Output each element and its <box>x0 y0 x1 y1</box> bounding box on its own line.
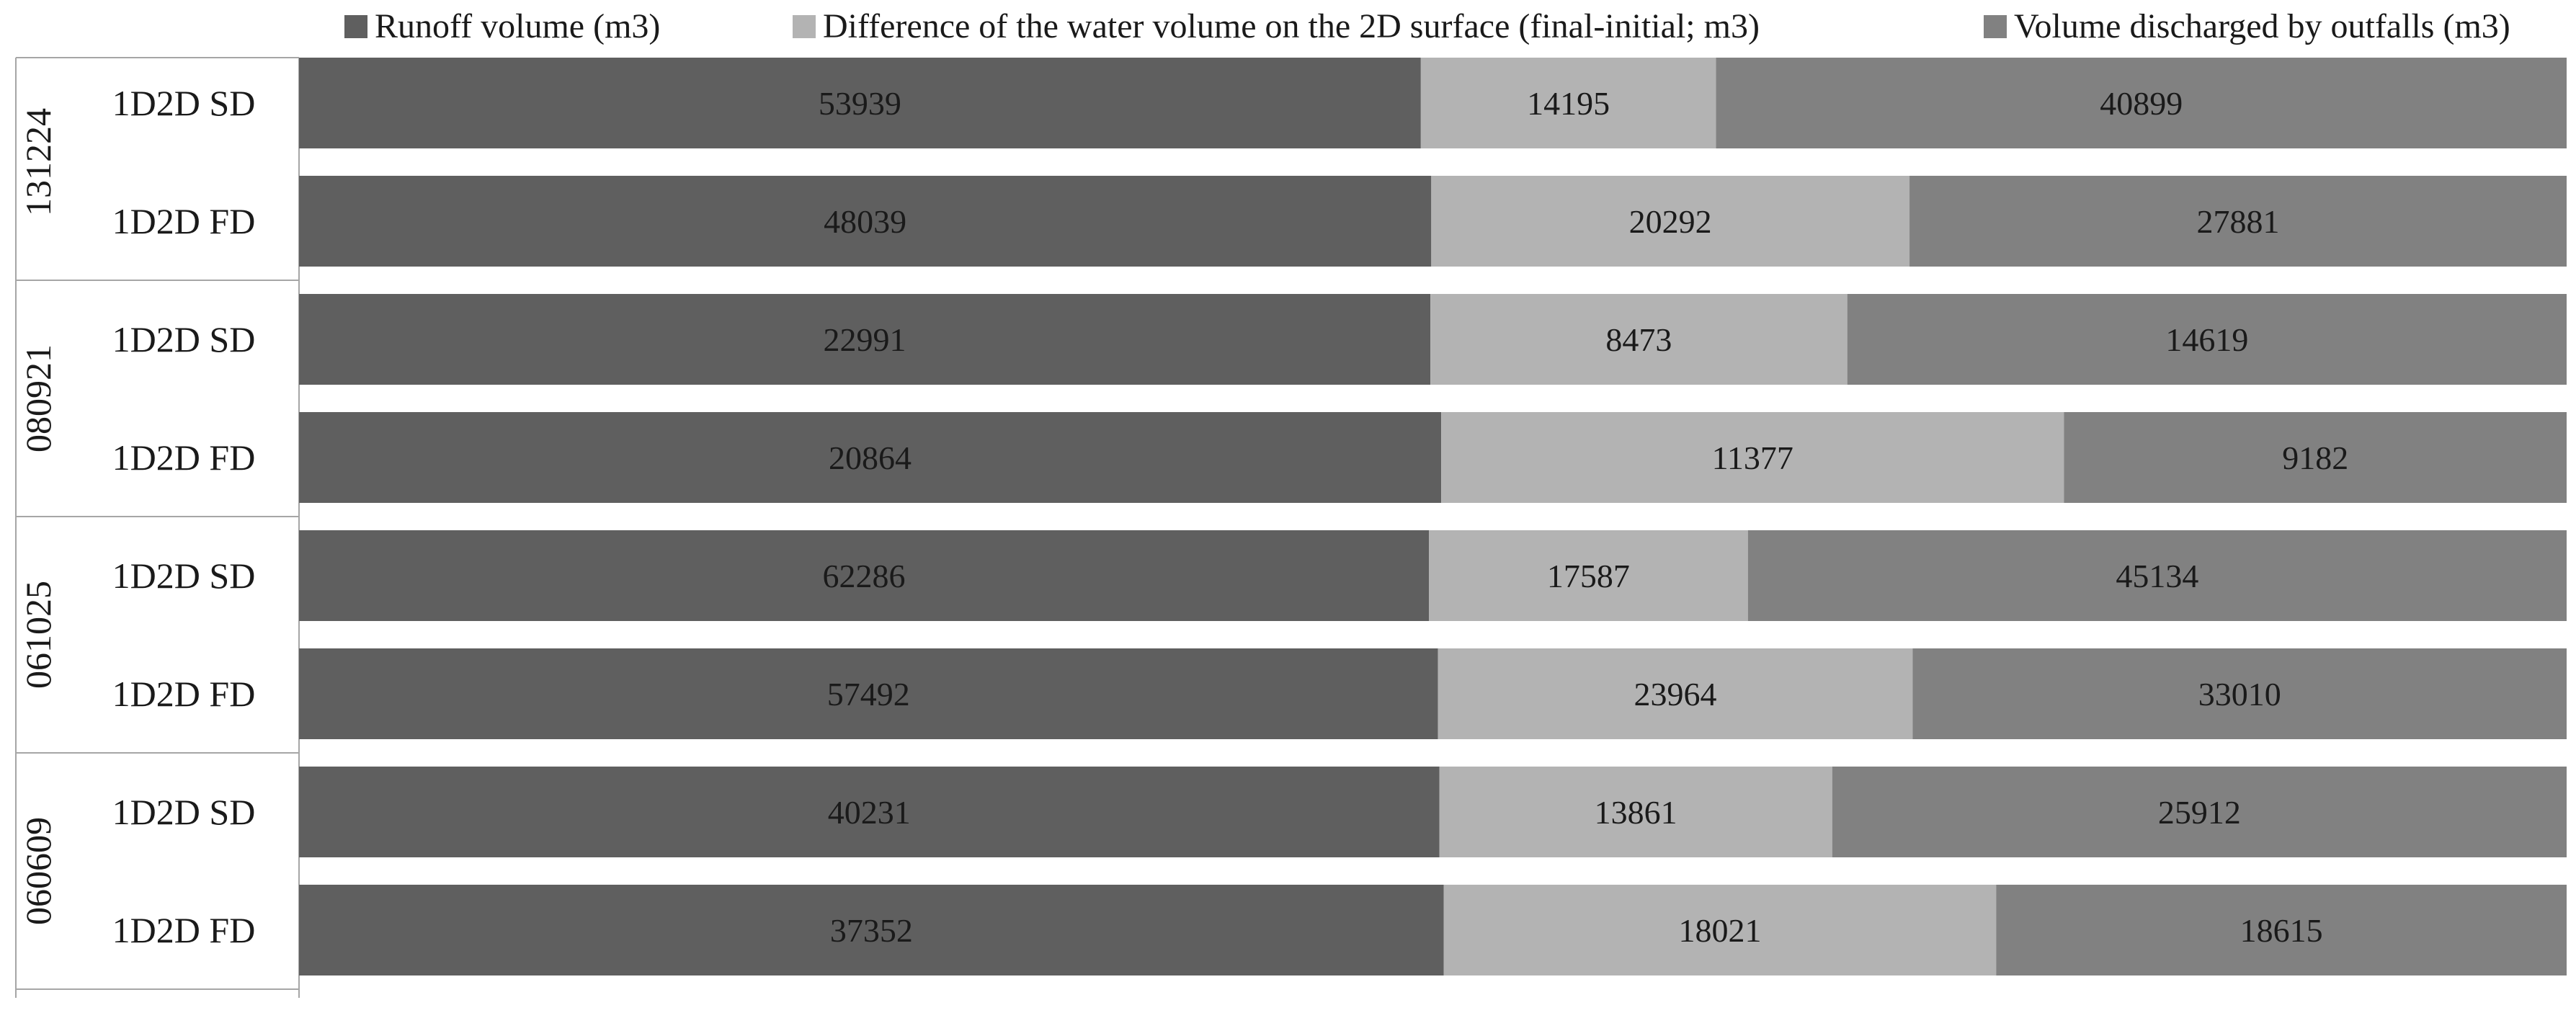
bar-row: 40231 13861 25912 <box>299 767 2567 857</box>
data-label: 45134 <box>2116 558 2198 594</box>
data-label: 48039 <box>824 203 906 240</box>
data-label: 14195 <box>1527 85 1610 122</box>
data-label: 37352 <box>830 912 913 949</box>
bar-segment <box>1439 767 1832 857</box>
bar-segment <box>299 648 1438 739</box>
legend: Runoff volume (m3) Difference of the wate… <box>344 7 2510 45</box>
bar-segment <box>1430 294 1848 385</box>
bar-segment <box>1832 767 2567 857</box>
data-label: 13861 <box>1595 794 1677 831</box>
legend-item: Difference of the water volume on the 2D… <box>793 7 1760 45</box>
bar-row: 37352 18021 18615 <box>299 885 2567 975</box>
bar-segment <box>2064 412 2567 503</box>
data-label: 9182 <box>2282 439 2348 476</box>
bar-segment <box>1912 648 2567 739</box>
data-label: 17587 <box>1547 558 1630 594</box>
group-label: 061025 <box>18 581 58 689</box>
legend-item: Runoff volume (m3) <box>344 7 660 45</box>
data-label: 62286 <box>823 558 906 594</box>
bar-segment <box>1847 294 2567 385</box>
legend-swatch <box>344 15 367 38</box>
data-label: 27881 <box>2197 203 2280 240</box>
category-label: 1D2D SD <box>112 555 256 596</box>
bar-segment <box>299 294 1431 385</box>
group-label: 080921 <box>18 344 58 452</box>
bar-row: 53939 14195 40899 <box>299 58 2567 148</box>
data-label: 8473 <box>1605 321 1672 358</box>
bar-segment <box>1716 58 2567 148</box>
bar-row: 62286 17587 45134 <box>299 530 2567 621</box>
data-label: 18021 <box>1678 912 1761 949</box>
data-label: 53939 <box>819 85 901 122</box>
bar-segment <box>1438 648 1913 739</box>
group-label: 060609 <box>18 817 58 925</box>
legend-label: Difference of the water volume on the 2D… <box>823 7 1760 45</box>
bar-row: 48039 20292 27881 <box>299 176 2567 267</box>
category-label: 1D2D SD <box>112 792 256 832</box>
bar-segment <box>1996 885 2567 975</box>
bar-segment <box>1909 176 2567 267</box>
bar-segment <box>299 412 1442 503</box>
bar-segment <box>299 767 1440 857</box>
data-label: 20864 <box>829 439 912 476</box>
legend-swatch <box>1984 15 2007 38</box>
legend-swatch <box>793 15 816 38</box>
data-label: 11377 <box>1712 439 1793 476</box>
bar-segment <box>1431 176 1910 267</box>
category-label: 1D2D SD <box>112 319 256 360</box>
data-label: 18615 <box>2240 912 2323 949</box>
bar-segment <box>299 58 1421 148</box>
bar-row: 22991 8473 14619 <box>299 294 2567 385</box>
category-label: 1D2D FD <box>112 437 256 478</box>
bar-row: 57492 23964 33010 <box>299 648 2567 739</box>
category-label: 1D2D FD <box>112 201 256 241</box>
bar-segment <box>299 530 1430 621</box>
plot-area: 53939 14195 40899 48039 20292 27881 22991 8473 1… <box>299 58 2567 975</box>
data-label: 57492 <box>827 676 910 713</box>
bar-segment <box>299 176 1432 267</box>
legend-label: Runoff volume (m3) <box>375 7 660 45</box>
data-label: 40231 <box>828 794 911 831</box>
bar-segment <box>1747 530 2567 621</box>
category-label: 1D2D FD <box>112 674 256 714</box>
data-label: 22991 <box>824 321 906 358</box>
data-label: 14619 <box>2165 321 2248 358</box>
data-label: 40899 <box>2100 85 2183 122</box>
bar-row: 20864 11377 9182 <box>299 412 2567 503</box>
category-label: 1D2D FD <box>112 910 256 950</box>
category-axis: 1D2D SD 1D2D FD 1D2D SD 1D2D FD 1D2D SD 1D2D … <box>15 57 300 998</box>
group-label: 131224 <box>18 108 58 216</box>
bar-segment <box>1429 530 1748 621</box>
bar-segment <box>1443 885 1997 975</box>
data-label: 23964 <box>1634 676 1717 713</box>
data-label: 33010 <box>2198 676 2281 713</box>
category-label: 1D2D SD <box>112 83 256 123</box>
data-label: 20292 <box>1629 203 1712 240</box>
legend-label: Volume discharged by outfalls (m3) <box>2014 7 2510 45</box>
bar-segment <box>1441 412 2064 503</box>
legend-item: Volume discharged by outfalls (m3) <box>1984 7 2510 45</box>
bar-segment <box>299 885 1444 975</box>
data-label: 25912 <box>2158 794 2241 831</box>
bar-segment <box>1420 58 1716 148</box>
